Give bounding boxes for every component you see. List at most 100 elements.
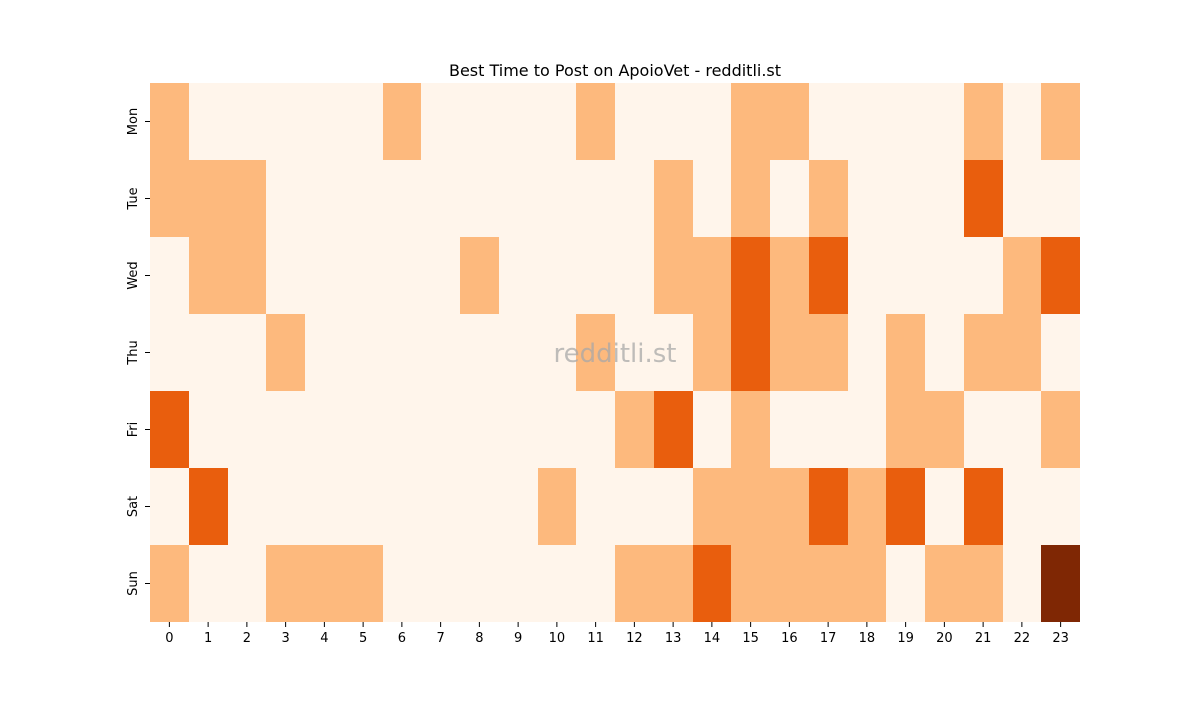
heatmap-cell [654,545,693,622]
x-tick-label: 6 [398,631,406,646]
heatmap-cell [925,391,964,468]
heatmap-cell [344,468,383,545]
heatmap-cell [964,237,1003,314]
x-tick-label: 13 [665,631,682,646]
heatmap-cell [576,391,615,468]
heatmap-cell [189,237,228,314]
heatmap-cell [576,314,615,391]
heatmap-cell [344,314,383,391]
x-axis: 0 1 2 3 4 5 6 7 8 9 10 11 12 13 14 15 16 17 18 19 20 21 22 23 [165,622,1069,646]
heatmap-cell [383,314,421,391]
heatmap-cell [499,83,538,160]
heatmap-cell [228,391,266,468]
heatmap-cell [460,468,499,545]
heatmap-cell [770,468,809,545]
heatmap-cell [383,83,421,160]
y-tick-label: Tue [126,187,141,210]
heatmap-cell [1041,314,1080,391]
heatmap-cell [383,391,421,468]
heatmap-cell [228,468,266,545]
heatmap-cell [964,160,1003,237]
heatmap-cell [1041,237,1080,314]
heatmap-cell [266,237,305,314]
x-tick-label: 18 [859,631,876,646]
heatmap-cell [654,468,693,545]
heatmap-cell [383,468,421,545]
heatmap-cell [228,83,266,160]
heatmap-cell [305,160,344,237]
heatmap-cell [228,314,266,391]
heatmap-cell [1003,468,1041,545]
heatmap-cell [150,391,189,468]
heatmap-cell [731,83,770,160]
heatmap-cell [1003,314,1041,391]
x-tick-label: 19 [897,631,914,646]
heatmap-cell [886,237,925,314]
heatmap-cell [305,314,344,391]
heatmap-cell [731,545,770,622]
heatmap-cell [189,391,228,468]
heatmap-cell [344,237,383,314]
heatmap-cell [770,391,809,468]
heatmap-cell [421,160,460,237]
heatmap-cell [460,160,499,237]
heatmap-cell [770,545,809,622]
heatmap-cell [460,314,499,391]
heatmap-cell [189,468,228,545]
heatmap-cell [266,545,305,622]
heatmap-cell [460,237,499,314]
heatmap-cell [731,314,770,391]
heatmap-cell [344,83,383,160]
heatmap-cell [460,391,499,468]
heatmap-cell [150,545,189,622]
heatmap-cell [576,237,615,314]
x-tick-label: 4 [320,631,328,646]
heatmap-cell [538,391,576,468]
heatmap-cell [421,391,460,468]
heatmap-cell [1041,468,1080,545]
x-tick-label: 20 [936,631,953,646]
heatmap-cell [538,468,576,545]
x-tick-label: 23 [1052,631,1069,646]
heatmap-cell [964,314,1003,391]
heatmap-cell [809,468,848,545]
heatmap-cell [150,83,189,160]
x-tick-label: 14 [704,631,721,646]
heatmap-cell [693,545,731,622]
heatmap-cell [499,237,538,314]
heatmap-cell [809,83,848,160]
x-tick-label: 7 [436,631,444,646]
heatmap-cell [189,83,228,160]
y-axis: Mon Tue Wed Thu Fri Sat Sun [126,108,150,596]
heatmap-cell [615,468,654,545]
heatmap-cell [731,391,770,468]
heatmap-cell [228,545,266,622]
heatmap-cells [150,83,1080,622]
heatmap-cell [305,391,344,468]
x-tick-label: 16 [781,631,798,646]
heatmap-cell [770,237,809,314]
heatmap-cell [731,237,770,314]
heatmap-cell [809,160,848,237]
heatmap-cell [886,314,925,391]
heatmap-cell [421,545,460,622]
heatmap-cell [266,83,305,160]
heatmap-cell [538,545,576,622]
y-tick-label: Thu [126,340,141,365]
heatmap-cell [770,83,809,160]
heatmap-cell [731,160,770,237]
x-tick-label: 0 [165,631,173,646]
heatmap-cell [576,468,615,545]
heatmap-cell [383,160,421,237]
heatmap-cell [925,545,964,622]
heatmap-cell [615,83,654,160]
x-tick-label: 11 [587,631,604,646]
heatmap-cell [848,83,886,160]
heatmap-cell [305,237,344,314]
heatmap-cell [615,237,654,314]
heatmap-cell [538,160,576,237]
heatmap-cell [266,391,305,468]
heatmap-cell [925,314,964,391]
x-tick-label: 22 [1014,631,1031,646]
heatmap-cell [693,314,731,391]
